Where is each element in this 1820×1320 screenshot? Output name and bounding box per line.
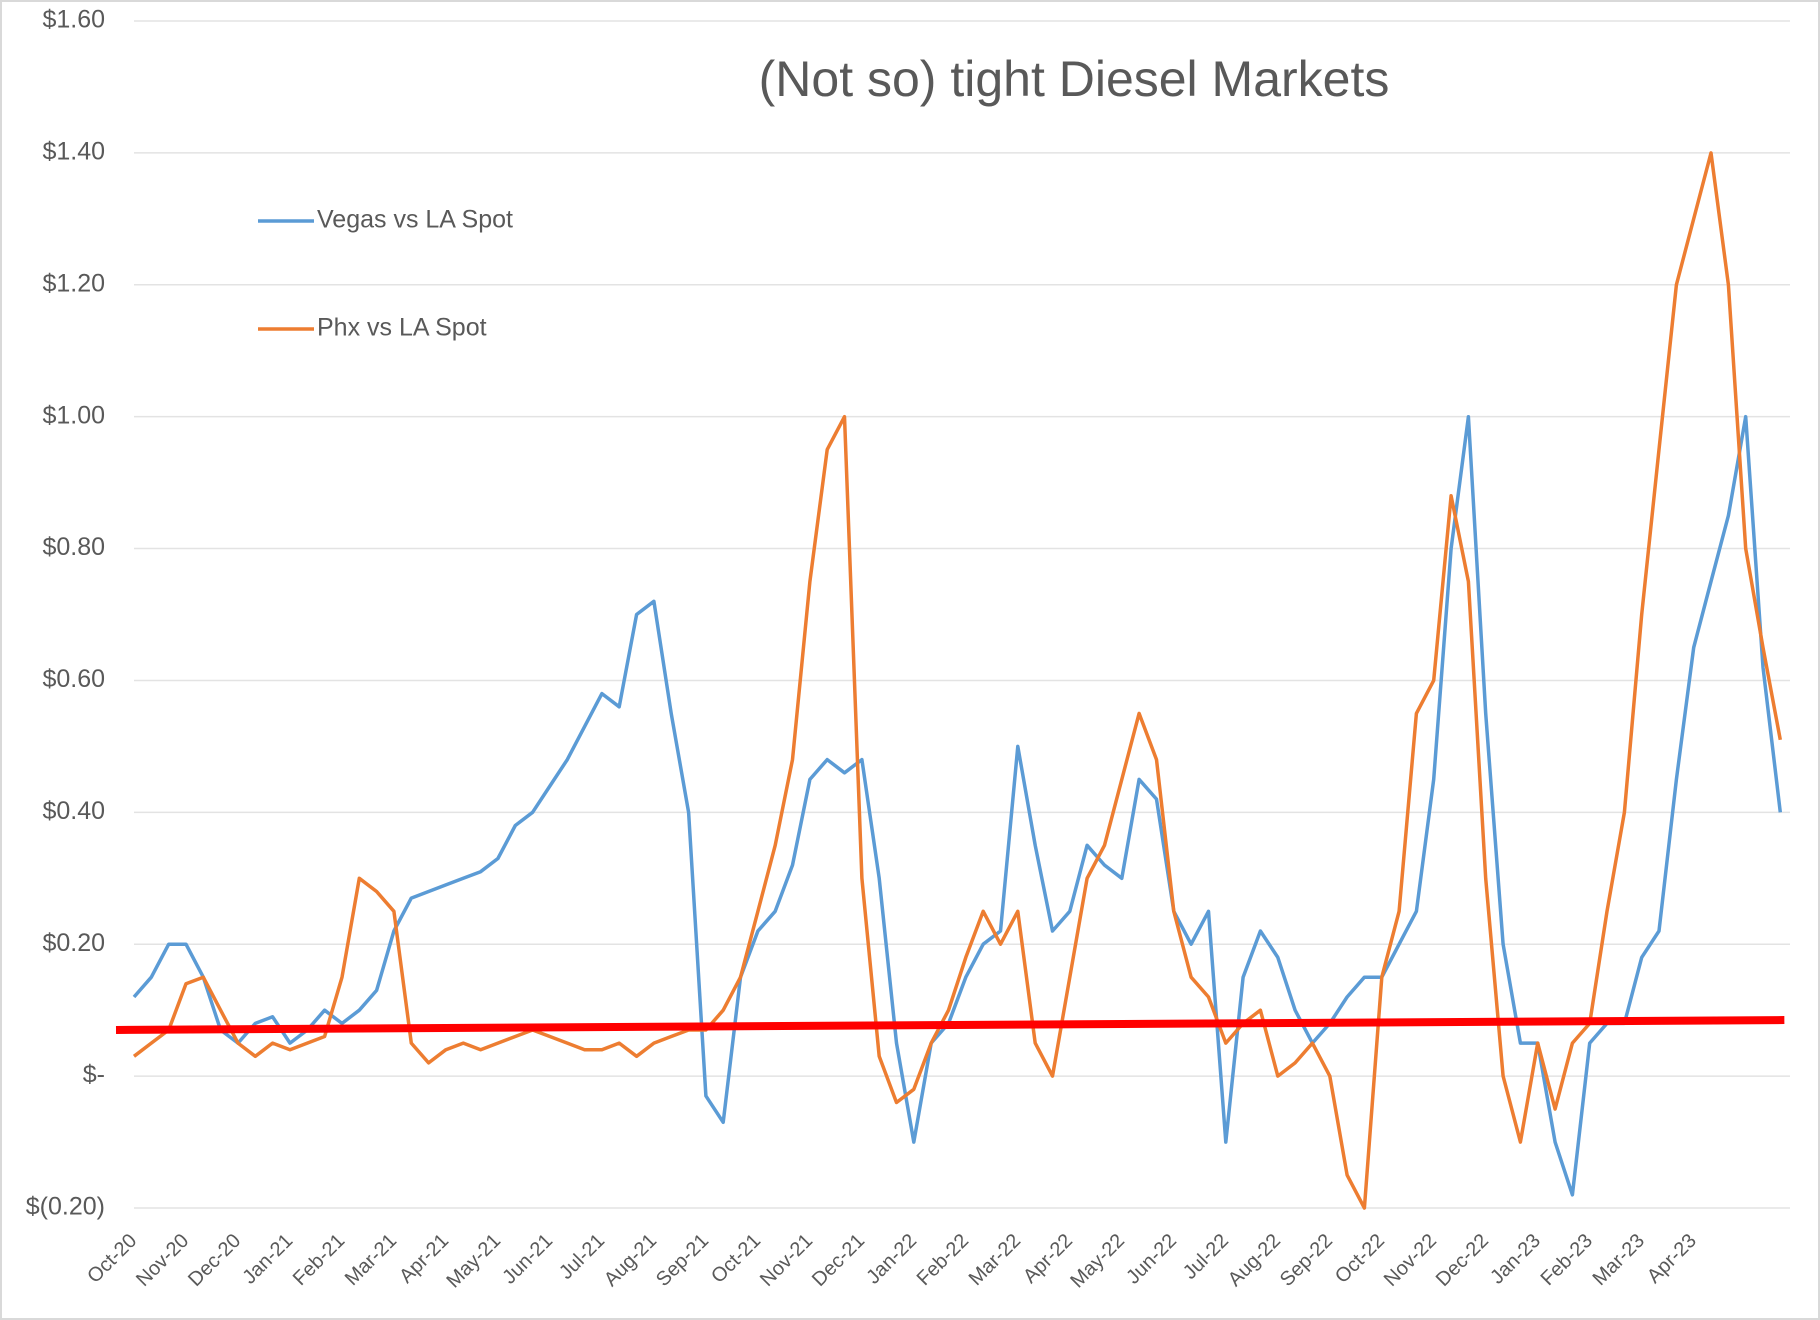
y-tick-label: $1.40 xyxy=(42,137,105,165)
reference-line xyxy=(115,1016,1785,1034)
legend-label: Vegas vs LA Spot xyxy=(317,206,513,234)
y-tick-label: $0.40 xyxy=(42,797,105,825)
y-tick-label: $1.60 xyxy=(42,6,105,34)
y-tick-label: $0.20 xyxy=(42,929,105,957)
y-tick-label: $(0.20) xyxy=(26,1193,105,1221)
plot-area xyxy=(115,151,1785,1210)
y-tick-label: $1.00 xyxy=(42,401,105,429)
y-tick-label: $0.60 xyxy=(42,665,105,693)
legend-label: Phx vs LA Spot xyxy=(317,314,487,342)
y-tick-label: $- xyxy=(83,1061,105,1089)
series-line xyxy=(132,414,1783,1197)
y-tick-label: $1.20 xyxy=(42,269,105,297)
y-tick-label: $0.80 xyxy=(42,533,105,561)
series-line xyxy=(132,151,1783,1210)
chart-title: (Not so) tight Diesel Markets xyxy=(759,51,1390,107)
grid xyxy=(134,20,1790,1209)
